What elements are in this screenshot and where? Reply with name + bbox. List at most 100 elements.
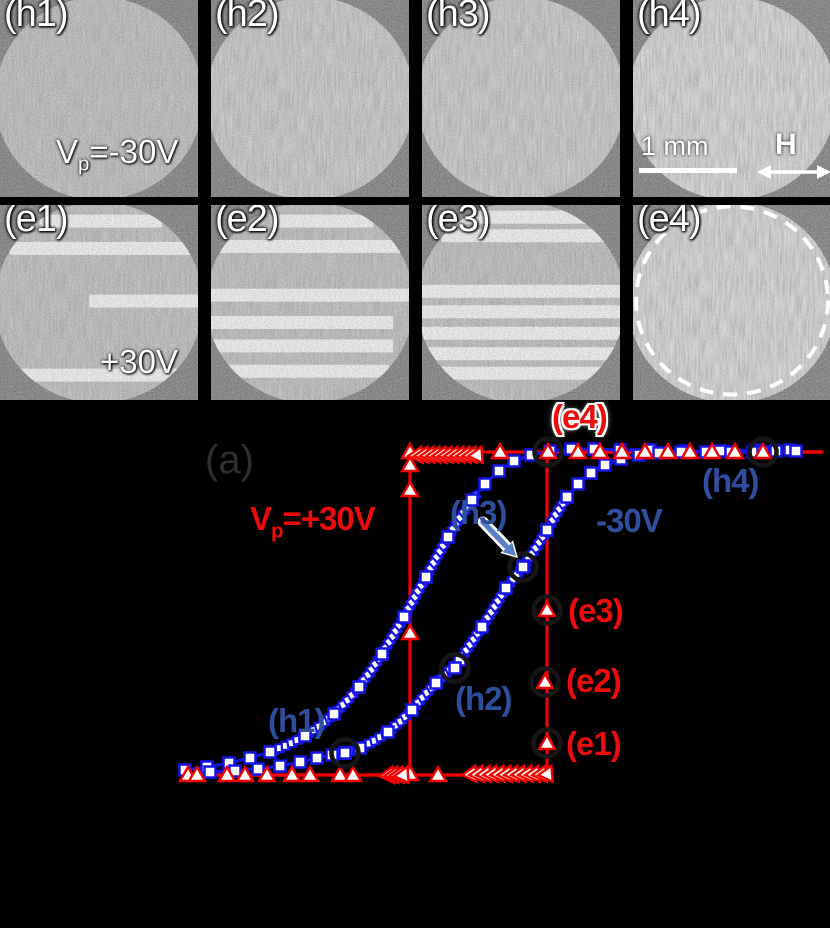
blue-square-marker	[203, 765, 217, 779]
blue-loop-line	[209, 449, 796, 774]
red-triangle-marker	[281, 764, 303, 783]
panel-label-e2: (e2)	[215, 205, 280, 240]
panel-label-h4: (h4)	[637, 0, 702, 35]
blue-square-marker	[381, 725, 395, 739]
blue-square-marker	[243, 751, 257, 765]
moke-micrograph-e4	[633, 205, 830, 400]
red-triangle-marker	[536, 732, 558, 751]
panel-label-h2: (h2)	[215, 0, 280, 35]
field-label-H: H	[775, 128, 797, 161]
moke-panel-e4: (e4)	[633, 205, 830, 400]
hysteresis-chart: (a) Vp=+30V (h3) -30V (h4) (e4) (e3) (e2) (e1) (h…	[0, 398, 830, 928]
panel-label-e3: (e3)	[426, 205, 491, 240]
red-triangle-marker	[427, 764, 449, 783]
blue-square-marker	[419, 570, 433, 584]
blue-square-marker	[375, 647, 389, 661]
moke-panel-h4: (h4) 1 mm H	[633, 0, 830, 197]
panel-label-h3: (h3)	[426, 0, 491, 35]
red-loop-line	[185, 450, 823, 777]
blue-square-marker	[293, 755, 307, 769]
highlight-ring-h4	[747, 436, 779, 468]
hysteresis-plot-canvas	[177, 436, 823, 785]
blue-square-marker	[492, 464, 506, 478]
moke-panel-e2: (e2)	[211, 205, 409, 400]
blue-square-marker	[499, 581, 513, 595]
scalebar-line	[639, 168, 737, 173]
blue-square-marker	[429, 676, 443, 690]
moke-micrograph-e1	[0, 205, 198, 400]
moke-micrograph-e2	[211, 205, 409, 400]
red-triangle-marker	[299, 764, 321, 783]
highlight-ring-e3	[531, 594, 563, 626]
h3-pointer-arrow	[477, 516, 518, 558]
blue-square-marker	[584, 466, 598, 480]
circled-inner-square	[516, 560, 530, 574]
highlight-ring-e2	[529, 666, 561, 698]
highlight-ring-h2	[439, 652, 471, 684]
moke-micrograph-h3	[422, 0, 620, 197]
blue-square-marker	[310, 751, 324, 765]
blue-square-marker	[352, 680, 366, 694]
red-loop-line	[185, 450, 820, 777]
panel-label-e4: (e4)	[637, 205, 702, 240]
blue-square-marker	[475, 620, 489, 634]
blue-square-marker	[571, 477, 585, 491]
red-triangle-marker	[399, 622, 421, 641]
red-triangle-marker	[216, 764, 238, 783]
moke-micrograph-h2	[211, 0, 409, 197]
moke-micrograph-h4	[633, 0, 830, 197]
panel-caption-e1: +30V	[100, 343, 178, 380]
red-triangle-marker	[465, 444, 485, 465]
red-triangle-marker	[391, 764, 411, 785]
scalebar-label: 1 mm	[641, 131, 709, 161]
moke-micrograph-h1	[0, 0, 198, 197]
red-triangle-marker	[634, 441, 656, 460]
red-triangle-marker	[752, 441, 774, 460]
highlight-ring-e1	[531, 727, 563, 759]
blue-square-marker	[263, 745, 277, 759]
panel-label-e1: (e1)	[4, 205, 69, 240]
blue-square-marker	[478, 477, 492, 491]
moke-panel-e3: (e3)	[422, 205, 620, 400]
highlight-ring-h3	[507, 551, 539, 583]
blue-square-marker	[789, 444, 803, 458]
red-triangle-marker	[329, 764, 351, 783]
red-triangle-marker	[537, 441, 559, 460]
moke-panel-e1: (e1) +30V	[0, 205, 198, 400]
blue-square-marker	[560, 490, 574, 504]
red-triangle-marker	[534, 671, 556, 690]
blue-square-marker	[298, 729, 312, 743]
blue-square-marker	[540, 523, 554, 537]
red-triangle-marker	[342, 764, 364, 783]
blue-square-marker	[397, 610, 411, 624]
blue-square-marker	[441, 530, 455, 544]
red-triangle-marker	[186, 764, 208, 783]
circled-inner-square	[448, 661, 462, 675]
panel-label-h1: (h1)	[4, 0, 69, 35]
red-triangle-marker	[489, 441, 511, 460]
red-triangle-marker	[399, 479, 421, 498]
moke-panel-h1: (h1) Vp=-30V	[0, 0, 198, 197]
highlight-ring-e4	[532, 436, 564, 468]
field-direction-arrow	[757, 165, 830, 179]
red-triangle-marker	[535, 763, 555, 784]
blue-square-marker	[598, 458, 612, 472]
micrograph-panel-grid: (h1) Vp=-30V (h2) (h3) (h4) 1 mm H (e1) +30V (e2)…	[0, 0, 830, 400]
circled-inner-square	[338, 746, 352, 760]
red-triangle-marker	[701, 441, 723, 460]
red-triangle-marker	[256, 764, 278, 783]
red-triangle-marker	[536, 599, 558, 618]
red-triangle-marker	[611, 441, 633, 460]
dashed-electrode-outline	[634, 205, 830, 397]
red-triangle-marker	[234, 764, 256, 783]
blue-square-marker	[507, 454, 521, 468]
blue-square-marker	[465, 493, 479, 507]
blue-square-marker	[273, 759, 287, 773]
blue-square-marker	[251, 762, 265, 776]
red-triangle-marker	[679, 441, 701, 460]
red-triangle-marker	[724, 441, 746, 460]
red-triangle-marker	[399, 454, 421, 473]
blue-square-marker	[405, 703, 419, 717]
red-triangle-marker	[567, 441, 589, 460]
